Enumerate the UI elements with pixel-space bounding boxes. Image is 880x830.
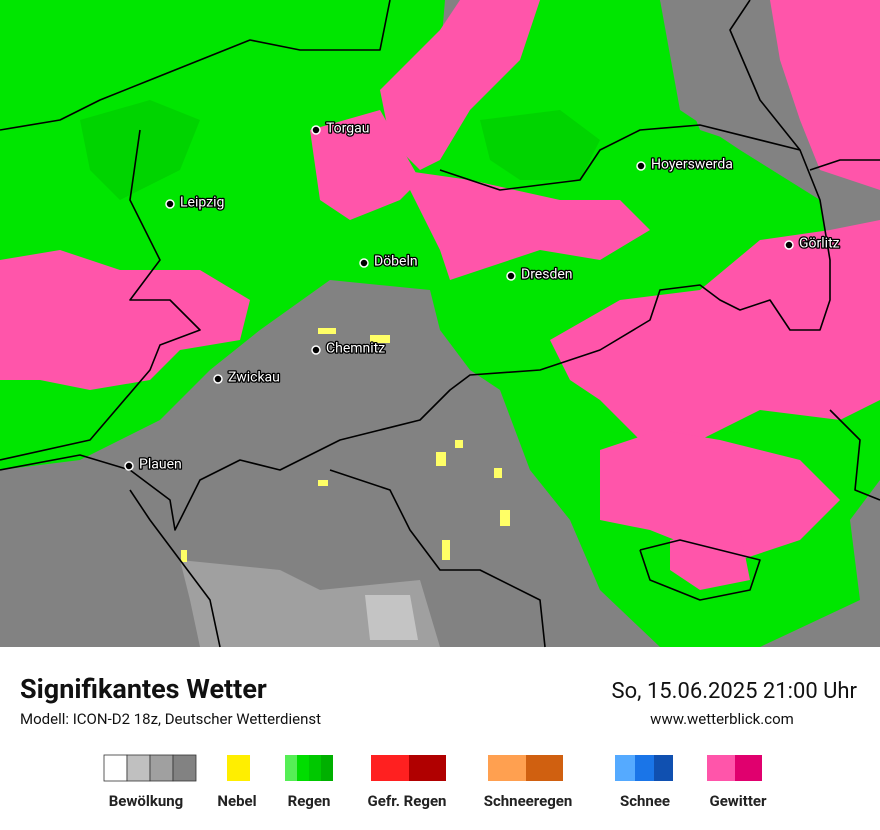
fog-patch: [436, 452, 446, 466]
legend-swatch: [297, 755, 309, 781]
state-border: [0, 0, 391, 131]
legend-swatch: [321, 755, 333, 781]
cloud-area-lighter: [365, 595, 418, 640]
legend-label: Nebel: [217, 792, 256, 810]
thunderstorm-area: [550, 220, 880, 440]
state-border: [809, 159, 880, 171]
legend-label: Schneeregen: [484, 792, 573, 810]
legend-swatch: [735, 755, 762, 781]
city-marker: [784, 240, 794, 250]
cloud-area: [660, 0, 800, 150]
website: www.wetterblick.com: [650, 710, 794, 728]
thunderstorm-area: [670, 530, 750, 590]
legend-label: Gewitter: [709, 792, 767, 810]
legend-label: Gefr. Regen: [368, 792, 447, 810]
legend-swatch: [371, 755, 409, 781]
map: [0, 0, 880, 648]
country-border: [0, 0, 831, 531]
city-label: Plauen: [139, 457, 182, 473]
legend-swatch: [654, 755, 673, 781]
valid-time: So, 15.06.2025 21:00 Uhr: [612, 679, 858, 704]
city-marker: [311, 125, 321, 135]
country-border: [329, 469, 546, 648]
city-layer: Torgau Leipzig Döbeln Dresden Hoyerswerda Gör…: [124, 119, 841, 474]
city-label: Döbeln: [374, 254, 418, 270]
fog-patch: [442, 540, 450, 560]
city-marker: [636, 161, 646, 171]
legend-swatch: [615, 755, 635, 781]
thunderstorm-area: [380, 0, 540, 170]
fog-patch: [455, 440, 463, 448]
fog-patch: [370, 335, 390, 343]
fog-patch: [494, 468, 502, 478]
city-marker: [165, 199, 175, 209]
city-label: Leipzig: [180, 195, 224, 211]
state-border: [0, 129, 201, 461]
city-label: Dresden: [521, 267, 573, 283]
city-label: Hoyerswerda: [651, 157, 733, 173]
legend-label: Bewölkung: [109, 792, 184, 810]
thunderstorm-area: [600, 430, 840, 560]
legend-label: Schnee: [620, 792, 670, 810]
map-subtitle: Modell: ICON-D2 18z, Deutscher Wetterdie…: [20, 710, 321, 728]
country-border: [639, 539, 761, 601]
city-marker: [213, 374, 223, 384]
legend-swatch: [409, 755, 446, 781]
thunderstorm-area: [0, 250, 250, 390]
city-label: Chemnitz: [326, 341, 385, 357]
rain-area-heavy: [480, 110, 600, 180]
legend-swatch: [707, 755, 735, 781]
legend-swatch: [635, 755, 654, 781]
city-marker: [124, 461, 134, 471]
fog-patch: [500, 510, 510, 526]
legend-swatch: [309, 755, 321, 781]
legend-swatch: [526, 755, 563, 781]
country-border: [829, 409, 880, 501]
thunderstorm-area: [400, 170, 650, 280]
rain-area-heavy: [80, 100, 200, 200]
legend-swatch: [149, 754, 174, 782]
legend: Bewölkung Nebel Regen Gefr. Regen Schnee…: [103, 754, 767, 810]
city-marker: [359, 258, 369, 268]
city-marker: [506, 271, 516, 281]
legend-swatch: [488, 755, 526, 781]
legend-swatch: [172, 754, 197, 782]
legend-swatch: [103, 754, 128, 782]
country-border: [129, 489, 221, 648]
legend-swatch: [126, 754, 151, 782]
fog-patch: [181, 550, 187, 562]
fog-patches: [181, 328, 510, 562]
footer: Signifikantes Wetter Modell: ICON-D2 18z…: [20, 673, 858, 728]
thunderstorm-area: [310, 110, 420, 220]
thunderstorm-area: [770, 0, 880, 190]
state-border: [439, 124, 801, 191]
city-marker: [311, 345, 321, 355]
fog-patch: [318, 480, 328, 486]
fog-patch: [318, 328, 336, 334]
city-label: Zwickau: [228, 370, 280, 386]
legend-label: Regen: [288, 792, 331, 810]
city-label: Görlitz: [799, 236, 840, 252]
city-label: Torgau: [326, 121, 369, 137]
legend-swatch: [285, 755, 297, 781]
map-title: Signifikantes Wetter: [20, 673, 267, 705]
legend-swatch: [227, 755, 250, 781]
